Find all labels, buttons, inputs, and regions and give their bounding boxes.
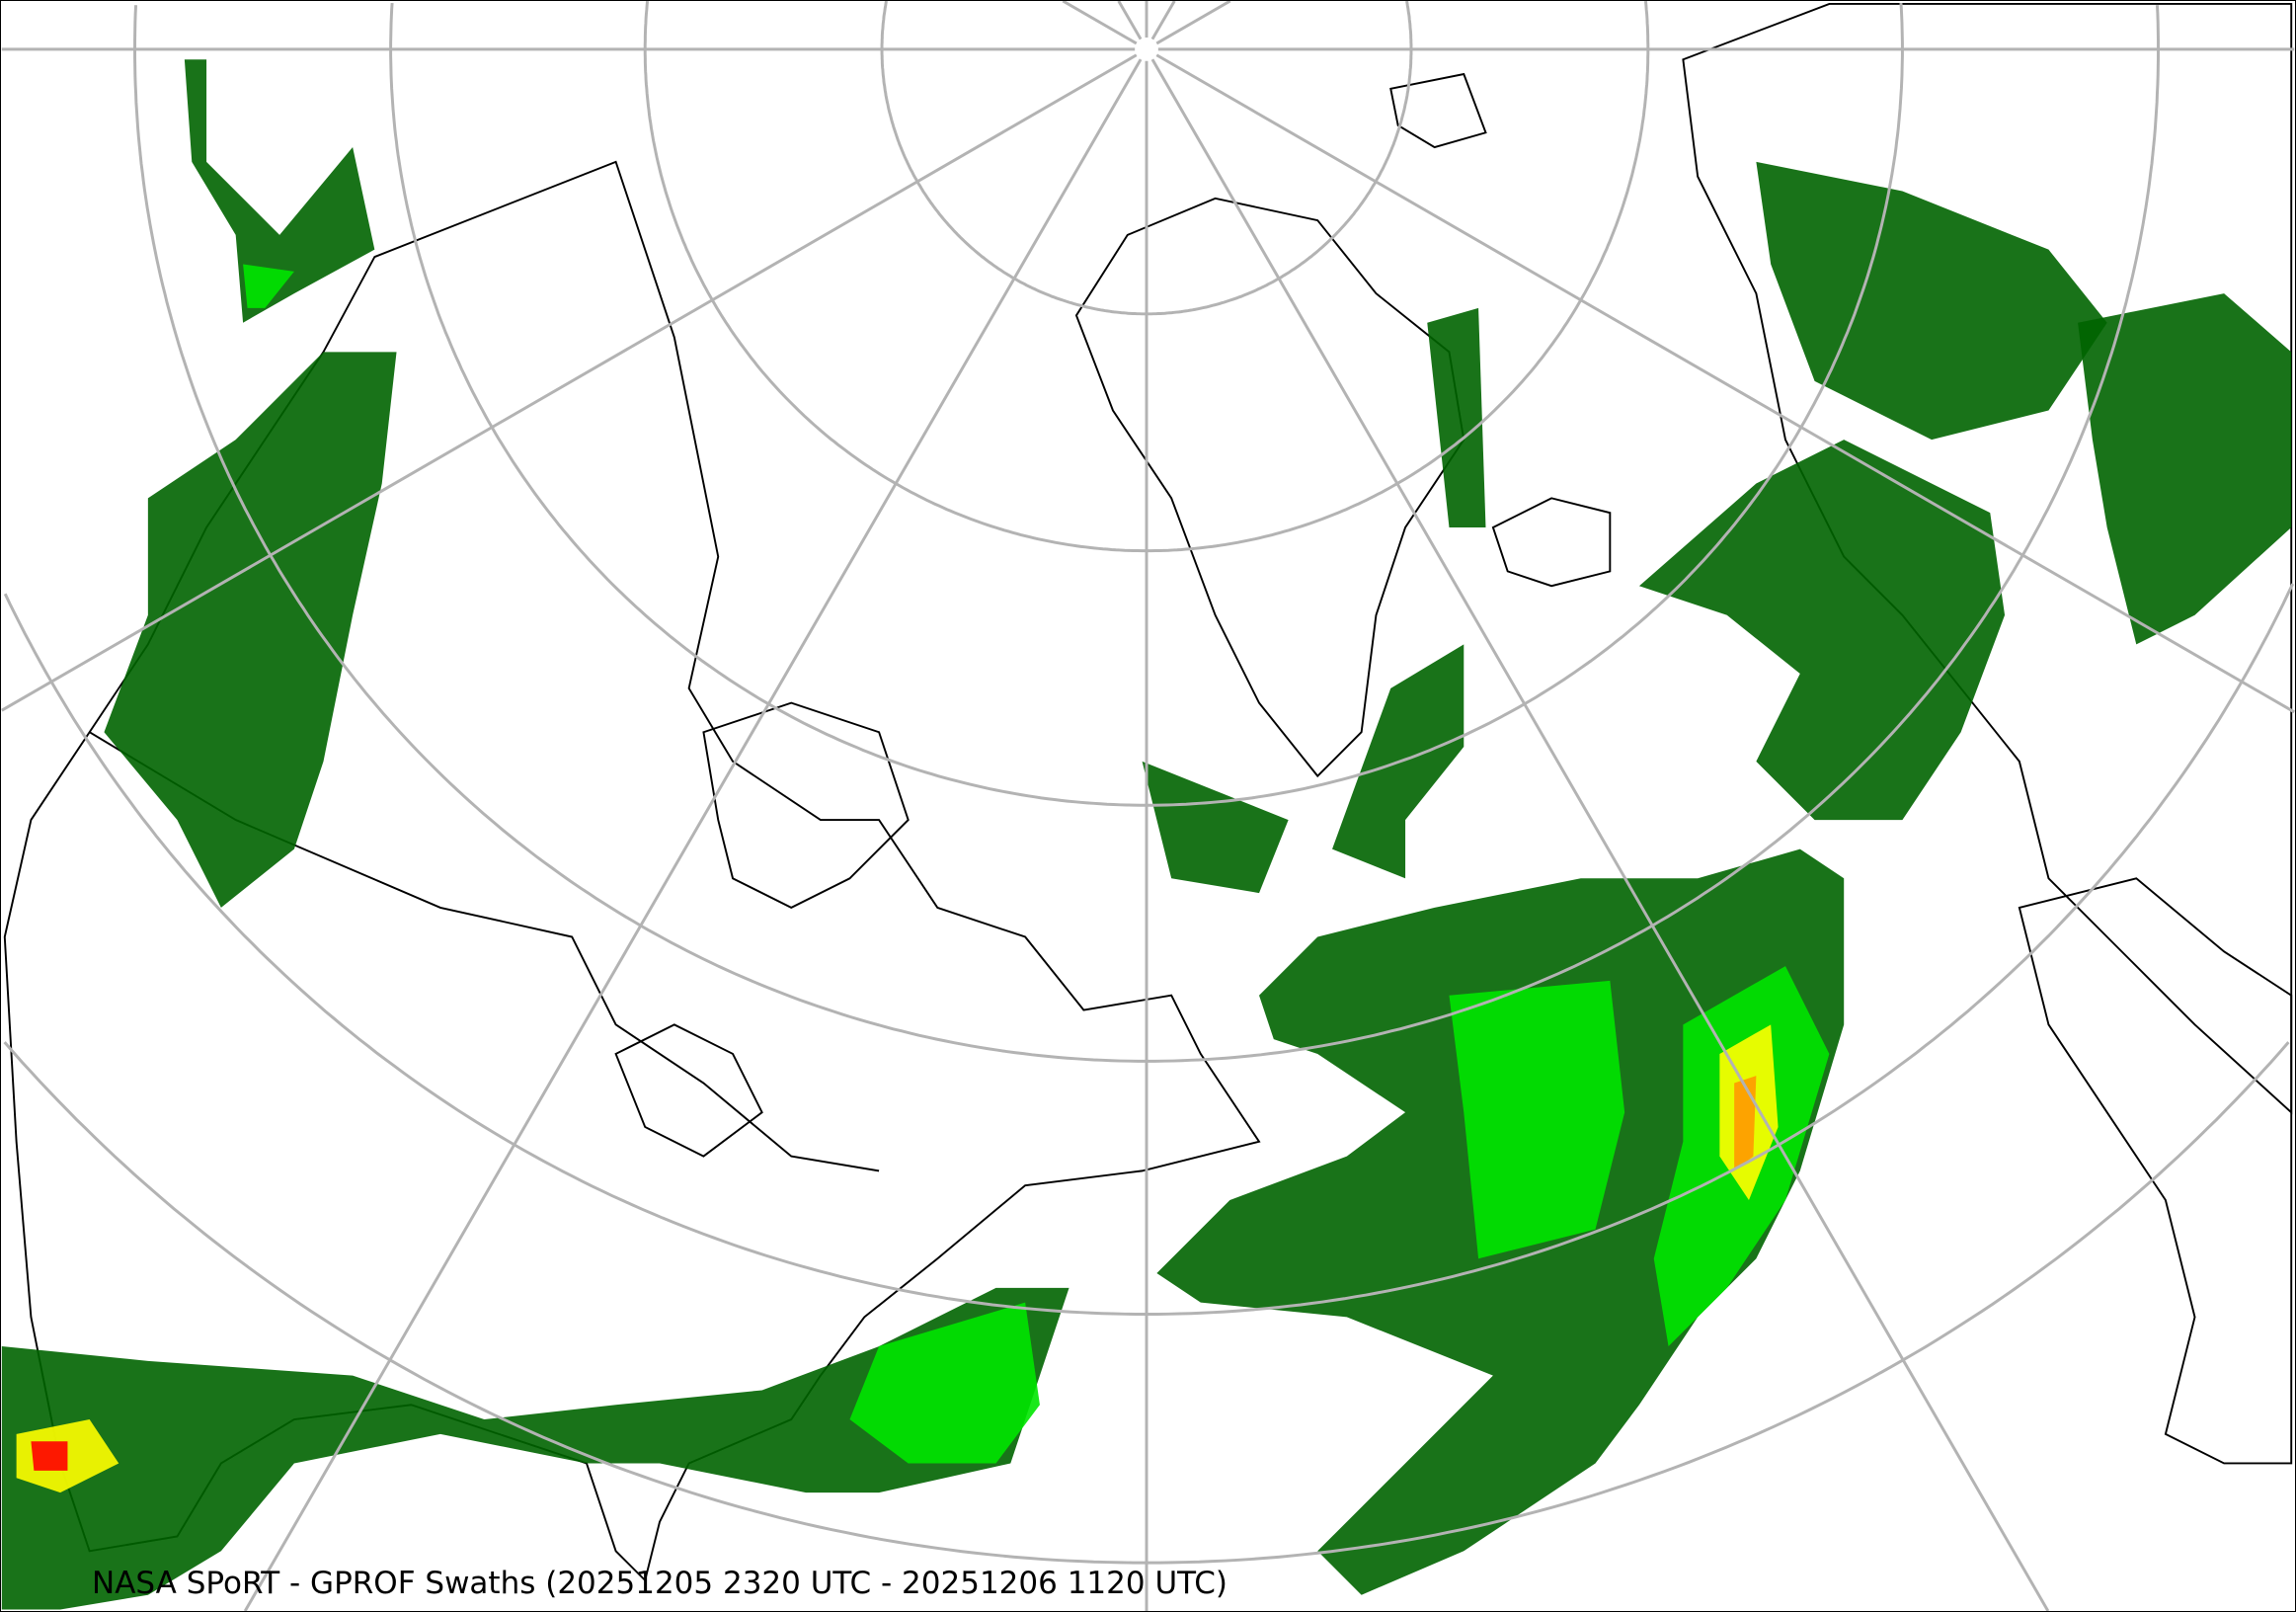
precipitation-area [1756, 161, 2107, 441]
svalbard-outline [1389, 72, 1487, 149]
precipitation-area [1, 1287, 1069, 1610]
meridian-line [1117, 1, 1143, 40]
meridian-line [243, 58, 1143, 1611]
precipitation-area [1142, 761, 1289, 894]
meridian-line [1062, 1, 1138, 45]
precipitation-area [31, 1441, 68, 1471]
latitude-circle [643, 1, 1650, 553]
precipitation-area [243, 264, 294, 308]
precipitation-area [184, 59, 375, 323]
africa-outline [2018, 877, 2293, 1465]
precipitation-area [1449, 980, 1625, 1259]
latitude-circle [880, 1, 1413, 316]
precipitation-area [849, 1302, 1040, 1464]
meridian-line [1150, 1, 1176, 40]
precipitation-area [104, 352, 397, 908]
meridian-line [1, 53, 1138, 712]
latitude-circle [133, 5, 2160, 1063]
precipitation-area [2078, 293, 2292, 645]
greenland-outline [1074, 197, 1465, 778]
latitude-circle [3, 583, 2295, 1316]
iceland-outline [1491, 497, 1612, 588]
precipitation-area [1427, 307, 1486, 527]
precipitation-area [1638, 440, 2006, 821]
meridian-line [1155, 1, 1231, 45]
meridian-line [1155, 53, 2295, 714]
precipitation-area [1734, 1076, 1757, 1171]
meridian-line [1150, 58, 2050, 1611]
precipitation-swaths [1, 59, 2292, 1610]
latitude-circle [389, 2, 1904, 807]
great-lakes [614, 1023, 763, 1158]
hudson-bay [702, 701, 910, 909]
map-caption: NASA SPoRT - GPROF Swaths (20251205 2320… [92, 1566, 1227, 1601]
